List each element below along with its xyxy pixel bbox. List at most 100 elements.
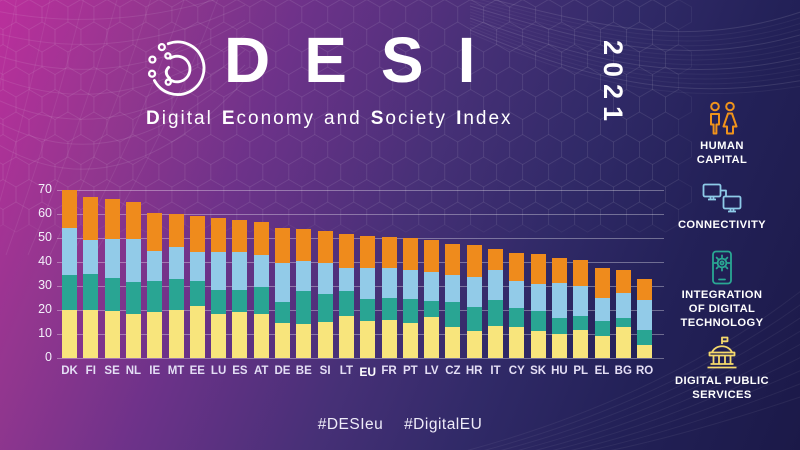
bar-segment-connectivity-EL [594,298,610,321]
x-axis-label-LV: LV [424,365,439,377]
bar-segment-integration-of-digital-technology-NL [125,282,141,314]
bar-segment-connectivity-MT [168,246,184,279]
bar-segment-connectivity-EE [189,252,205,282]
bar-segment-human-capital-IE [147,213,163,252]
x-axis-label-EU: EU [359,365,377,379]
x-axis-label-FR: FR [381,365,397,377]
bar-segment-integration-of-digital-technology-LV [424,300,440,317]
bar-segment-digital-public-services-EU [360,321,376,358]
bar-segment-human-capital-CZ [445,244,461,276]
bar-segment-connectivity-BE [296,260,312,291]
bar-segment-human-capital-DK [62,190,77,229]
y-axis-tick-label: 20 [38,302,52,316]
bar-segment-digital-public-services-ES [232,312,248,358]
bar-segment-integration-of-digital-technology-LU [211,290,227,315]
bar-segment-digital-public-services-BE [296,323,312,358]
y-axis-tick-label: 70 [38,182,52,196]
subtitle-word: Society [370,108,448,129]
bar-segment-connectivity-PT [402,270,418,299]
bar-segment-connectivity-EU [360,268,376,299]
bar-segment-connectivity-DE [275,263,290,302]
bar-segment-digital-public-services-HR [466,331,482,358]
y-axis-tick-label: 50 [38,230,52,244]
bar-segment-digital-public-services-CZ [445,326,461,358]
bar-segment-human-capital-SE [104,199,120,240]
bar-segment-integration-of-digital-technology-FI [83,274,99,310]
bar-segment-human-capital-AT [253,221,269,255]
bar-segment-human-capital-PT [402,238,418,271]
bar-segment-integration-of-digital-technology-FR [381,298,397,320]
bar-segment-integration-of-digital-technology-DE [275,301,290,324]
bar-segment-digital-public-services-LU [211,314,227,358]
bar-segment-integration-of-digital-technology-IE [147,281,163,313]
bar-segment-human-capital-CY [509,252,525,281]
bar-segment-integration-of-digital-technology-CY [509,307,525,328]
monitors-icon [702,183,742,213]
bar-segment-digital-public-services-FI [83,310,99,358]
x-axis-label-SK: SK [530,365,547,377]
legend-label-connectivity: CONNECTIVITY [677,219,767,231]
bar-segment-digital-public-services-BG [615,326,631,358]
bar-segment-integration-of-digital-technology-HU [551,318,567,334]
x-axis-label-DE: DE [274,365,291,377]
bar-segment-digital-public-services-SE [104,311,120,358]
desi-circuit-logo-icon [147,40,206,96]
gridline [57,190,664,191]
bar-segment-connectivity-AT [253,254,269,288]
gridline [57,358,664,359]
year-label: 2021 [598,40,628,129]
bar-segment-human-capital-RO [637,279,653,301]
bar-segment-human-capital-LV [424,240,440,272]
bar-segment-digital-public-services-SK [530,331,546,358]
subtitle-word: Economy [221,108,316,129]
x-axis-label-CY: CY [508,365,525,377]
subtitle-word: and [324,108,362,129]
x-axis-label-NL: NL [125,365,142,377]
bar-segment-connectivity-FI [83,240,99,274]
y-axis-tick-label: 0 [45,350,52,364]
bar-segment-human-capital-LT [338,233,354,268]
x-axis-label-RO: RO [635,365,654,377]
bar-segment-integration-of-digital-technology-PT [402,298,418,323]
subtitle-word: Digital [146,108,213,129]
footer-hashtags: #DESIeu #DigitalEU [0,416,800,434]
bar-segment-digital-public-services-PT [402,322,418,358]
bar-segment-connectivity-ES [232,252,248,290]
bar-segment-connectivity-LV [424,271,440,301]
y-axis-tick-label: 60 [38,206,52,220]
bar-segment-human-capital-EU [360,236,376,268]
x-axis-label-CZ: CZ [445,365,461,377]
legend-label-integration-of-digital-technology: INTEGRATION OF DIGITAL TECHNOLOGY [680,289,764,329]
bar-segment-human-capital-IT [488,248,503,271]
x-axis-label-LT: LT [339,365,353,377]
bar-segment-integration-of-digital-technology-EE [189,281,205,307]
bar-segment-digital-public-services-DE [275,323,290,358]
bar-segment-human-capital-SK [530,254,546,285]
x-axis-label-HU: HU [551,365,568,377]
bar-segment-digital-public-services-SI [317,322,333,358]
bar-segment-integration-of-digital-technology-BG [615,318,631,327]
x-axis-label-IE: IE [149,365,161,377]
bar-segment-connectivity-CZ [445,275,461,302]
bar-segment-digital-public-services-EE [189,306,205,358]
y-axis-tick-label: 30 [38,278,52,292]
hashtag-digitaleu: #DigitalEU [404,416,483,433]
bar-segment-connectivity-BG [615,293,631,319]
bar-segment-integration-of-digital-technology-ES [232,289,248,313]
x-axis-label-PL: PL [573,365,589,377]
x-axis-label-IT: IT [490,365,501,377]
bar-segment-digital-public-services-LT [338,316,354,358]
bar-segment-human-capital-FI [83,196,99,241]
x-axis-label-BE: BE [295,365,312,377]
bar-segment-integration-of-digital-technology-BE [296,290,312,324]
bar-segment-integration-of-digital-technology-MT [168,278,184,311]
bar-segment-connectivity-CY [509,280,525,308]
bar-segment-human-capital-BG [615,269,631,294]
x-axis-label-HR: HR [465,365,483,377]
bar-segment-connectivity-SE [104,239,120,278]
bar-segment-human-capital-FR [381,236,397,268]
bar-segment-digital-public-services-PL [573,329,589,358]
x-axis-label-ES: ES [232,365,248,377]
bar-segment-human-capital-BE [296,229,312,261]
